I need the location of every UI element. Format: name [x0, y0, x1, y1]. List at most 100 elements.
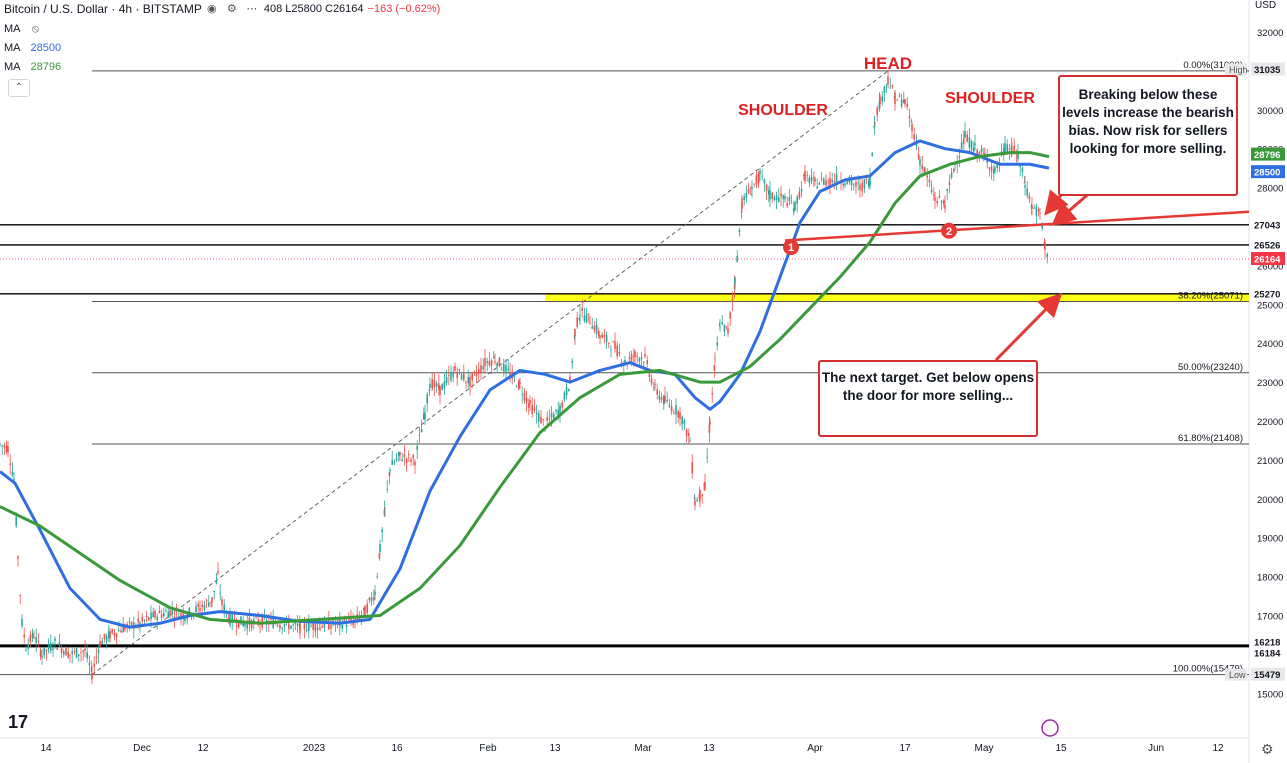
candle-body [1, 445, 3, 447]
ma-legend-3[interactable]: MA 28796 [4, 59, 61, 75]
candle-body [69, 654, 71, 656]
candle-body [589, 323, 591, 325]
candle-body [471, 373, 473, 380]
candle-body [424, 412, 426, 419]
candle-body [904, 98, 906, 105]
x-tick-label: 15 [1055, 743, 1067, 754]
axis-settings-icon[interactable]: ⚙ [1261, 741, 1274, 757]
candle-body [336, 620, 339, 622]
x-tick-label: 16 [391, 743, 403, 754]
candle-body [1013, 145, 1015, 153]
candle-body [167, 612, 169, 618]
y-tick-label: 23000 [1257, 378, 1283, 389]
candle-body [745, 193, 748, 198]
candle-body [118, 629, 120, 631]
price-axis-label: 26526 [1254, 240, 1280, 251]
candle-body [650, 378, 653, 384]
candle-body [420, 428, 423, 433]
candle-body [244, 623, 246, 627]
candle-body [644, 354, 646, 357]
candle-body [75, 648, 78, 658]
candle-body [484, 357, 486, 367]
candle-body [373, 597, 375, 600]
candle-body [765, 184, 768, 192]
candle-body [887, 76, 889, 85]
more-icon[interactable]: ⋯ [246, 3, 258, 15]
candle-body [917, 154, 920, 159]
marker-2-label: 2 [946, 226, 952, 238]
candle-body [35, 637, 37, 643]
candle-body [29, 634, 32, 643]
candle-body [926, 175, 928, 178]
candle-body [378, 553, 381, 559]
y-tick-label: 24000 [1257, 339, 1283, 350]
candle-body [966, 134, 968, 142]
candle-body [891, 85, 894, 87]
candle-body [454, 365, 456, 371]
candle-body [281, 627, 283, 629]
price-axis-label: 28796 [1254, 150, 1280, 161]
symbol-title[interactable]: Bitcoin / U.S. Dollar · 4h · BITSTAMP [4, 2, 202, 16]
settings-icon[interactable]: ⚙ [226, 3, 237, 15]
ma-legend-1[interactable]: MA ⦸ [4, 21, 46, 37]
candle-body [938, 195, 941, 198]
candle-body [350, 617, 352, 622]
price-tag-bg [1225, 668, 1247, 681]
candle-body [874, 122, 876, 124]
candle-body [550, 412, 553, 418]
price-axis-label-bg [1251, 667, 1285, 681]
candle-body [27, 644, 29, 649]
ma-legend-2[interactable]: MA 28500 [4, 40, 61, 56]
candle-body [238, 619, 240, 628]
y-tick-label: 21000 [1257, 456, 1283, 467]
candle-body [563, 392, 566, 400]
candle-body [701, 494, 703, 497]
hidden-eye-icon[interactable]: ⦸ [31, 23, 40, 35]
candle-body [574, 329, 576, 337]
candle-body [319, 624, 321, 626]
candle-body [60, 647, 63, 654]
candle-body [513, 376, 516, 378]
candle-body [873, 125, 876, 129]
support-zone [545, 293, 1249, 302]
candle-body [636, 355, 638, 358]
fib-level-label: 50.00%(23240) [1178, 362, 1243, 373]
x-tick-label: 12 [1212, 743, 1224, 754]
candle-body [628, 357, 631, 360]
head-label: HEAD [864, 54, 912, 73]
candle-body [460, 374, 463, 380]
candle-body [753, 183, 755, 185]
candle-body [871, 152, 873, 156]
candle-body [215, 580, 218, 584]
callout-next-target-text: The next target. Get below opens the doo… [821, 370, 1035, 403]
currency-label[interactable]: USD [1255, 0, 1277, 11]
candle-body [1039, 212, 1041, 214]
candle-body [494, 361, 496, 363]
candle-body [486, 361, 488, 363]
price-tag-label: High [1229, 65, 1248, 75]
moving-average-line [0, 139, 1050, 629]
collapse-legend-button[interactable]: ⌃ [8, 79, 30, 97]
candle-body [195, 606, 197, 612]
eye-icon[interactable]: ◉ [207, 3, 217, 15]
chart-header: Bitcoin / U.S. Dollar · 4h · BITSTAMP ◉ … [0, 0, 445, 18]
callout-next-target: The next target. Get below opens the doo… [818, 360, 1038, 437]
candle-body [63, 651, 65, 655]
marker-2 [941, 222, 957, 239]
candle-body [88, 662, 91, 666]
candle-body [869, 176, 871, 186]
x-tick-label: Mar [634, 743, 652, 754]
candle-body [755, 175, 758, 185]
candle-body [39, 650, 42, 657]
candle-body [778, 197, 780, 203]
candle-body [433, 379, 436, 388]
candle-body [113, 632, 116, 636]
candle-body [426, 394, 428, 404]
candle-body [648, 373, 651, 377]
marker-1-label: 1 [788, 242, 794, 254]
candle-body [1033, 207, 1035, 209]
callout-breakdown-text: Breaking below these levels increase the… [1062, 87, 1234, 156]
candle-body [960, 141, 963, 150]
